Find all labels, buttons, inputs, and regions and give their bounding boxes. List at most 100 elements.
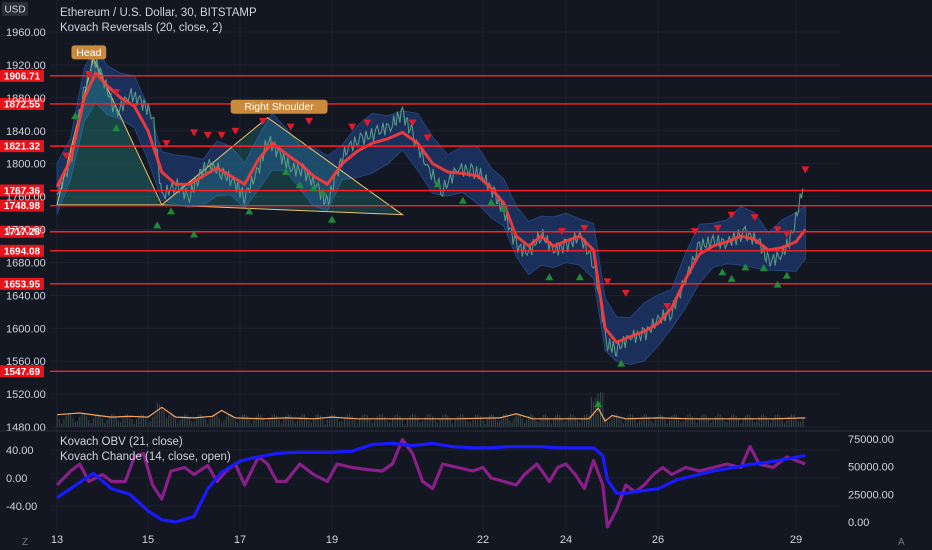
- y-tick-label: 1920.00: [6, 60, 46, 72]
- x-axis-bg: [0, 530, 932, 550]
- down-marker: [203, 131, 212, 139]
- x-tick-label: 29: [790, 534, 802, 546]
- y-tick-label: 1640.00: [6, 290, 46, 302]
- volume-line: [56, 406, 806, 423]
- down-marker: [408, 119, 417, 127]
- down-marker: [162, 140, 171, 148]
- up-marker: [759, 264, 768, 272]
- down-marker: [690, 228, 699, 236]
- grid: [50, 0, 840, 530]
- down-marker: [580, 224, 589, 232]
- lower-right-tick: 75000.00: [848, 434, 894, 446]
- x-tick-label: 17: [234, 534, 246, 546]
- y-tick-label: 1720.00: [6, 225, 46, 237]
- currency-button[interactable]: USD: [2, 2, 28, 16]
- annotations: Head Right Shoulder: [71, 45, 328, 114]
- volume-area: [56, 392, 806, 427]
- time-axis[interactable]: 13 15 17 19 22 24 26 29: [0, 530, 932, 550]
- auto-scale-icon[interactable]: A: [898, 537, 905, 548]
- down-marker: [363, 119, 372, 127]
- up-marker: [741, 263, 750, 271]
- down-marker: [84, 70, 93, 78]
- level-label-box: [0, 244, 44, 257]
- head-triangle: [56, 56, 163, 206]
- y-tick-label: 1520.00: [6, 389, 46, 401]
- obv-line: [56, 441, 806, 524]
- price-series: [56, 50, 804, 357]
- y-tick-label: 1760.00: [6, 192, 46, 204]
- level-label-box: [0, 97, 44, 110]
- down-marker: [348, 123, 357, 131]
- price-axis[interactable]: 1480.00 1520.00 1560.00 1600.00 1640.00 1680.…: [6, 27, 46, 434]
- lower-left-tick: 40.00: [6, 445, 34, 457]
- lower-right-tick: 50000.00: [848, 462, 894, 474]
- up-marker: [727, 274, 736, 282]
- level-label-box: [0, 184, 44, 197]
- annotation-label: Right Shoulder: [244, 101, 314, 113]
- currency-button-label[interactable]: USD: [4, 5, 25, 16]
- obv-label: Kovach OBV (21, close): [60, 436, 183, 448]
- up-marker: [309, 184, 318, 192]
- down-marker: [727, 211, 736, 219]
- y-tick-label: 1880.00: [6, 93, 46, 105]
- up-marker: [458, 196, 467, 204]
- down-marker: [557, 228, 566, 236]
- annotation-box: [71, 45, 107, 60]
- down-marker: [62, 152, 71, 160]
- up-marker: [499, 204, 508, 212]
- level-label: 1821.32: [4, 142, 41, 153]
- down-marker: [305, 117, 313, 125]
- indicator-label: Kovach Reversals (20, close, 2): [60, 22, 223, 34]
- down-marker: [782, 230, 791, 238]
- down-marker: [621, 289, 630, 297]
- x-tick-label: 13: [51, 534, 63, 546]
- x-tick-label: 26: [652, 534, 664, 546]
- down-marker: [259, 117, 267, 125]
- reversal-markers: [62, 70, 810, 407]
- down-marker: [286, 123, 295, 131]
- zoom-icon[interactable]: Z: [22, 537, 28, 548]
- chande-line: [55, 437, 806, 529]
- down-marker: [663, 303, 672, 311]
- lower-left-tick: -40.00: [6, 501, 37, 513]
- lower-right-tick: 0.00: [848, 517, 869, 529]
- level-label-box: [0, 277, 44, 290]
- price-line: [56, 50, 804, 357]
- level-label: 1748.98: [4, 201, 41, 212]
- y-tick-label: 1840.00: [6, 126, 46, 138]
- up-marker: [328, 215, 336, 223]
- up-marker: [245, 207, 254, 215]
- lower-right-tick: 25000.00: [848, 489, 894, 501]
- down-marker: [801, 166, 810, 174]
- down-marker: [773, 226, 782, 234]
- up-marker: [487, 198, 496, 206]
- level-label-box: [0, 365, 44, 378]
- down-marker: [750, 214, 759, 222]
- up-marker: [282, 167, 290, 175]
- level-label-box: [0, 225, 44, 238]
- lower-panel: 40.00 0.00 -40.00 75000.00 50000.00 25000.00 0…: [6, 434, 894, 529]
- level-label: 1906.71: [4, 71, 41, 82]
- down-marker: [423, 134, 432, 142]
- up-marker: [718, 268, 727, 276]
- level-label: 1547.69: [4, 367, 41, 378]
- level-label: 1872.55: [4, 99, 41, 110]
- up-marker: [773, 280, 782, 288]
- y-tick-label: 1600.00: [6, 323, 46, 335]
- chart-title: Ethereum / U.S. Dollar, 30, BITSTAMP: [60, 7, 257, 19]
- x-tick-label: 15: [142, 534, 154, 546]
- up-marker: [594, 399, 603, 407]
- up-marker: [433, 180, 442, 188]
- level-label: 1767.36: [4, 186, 41, 197]
- down-marker: [231, 127, 240, 135]
- up-marker: [71, 111, 80, 119]
- up-marker: [295, 181, 304, 189]
- level-lines: 1906.71 1872.55 1821.32 1767.36 1748.98 1717.…: [0, 69, 932, 378]
- down-marker: [112, 89, 121, 97]
- x-tick-label: 24: [560, 534, 572, 546]
- up-marker: [617, 359, 626, 367]
- down-marker: [217, 131, 226, 139]
- y-tick-label: 1800.00: [6, 159, 46, 171]
